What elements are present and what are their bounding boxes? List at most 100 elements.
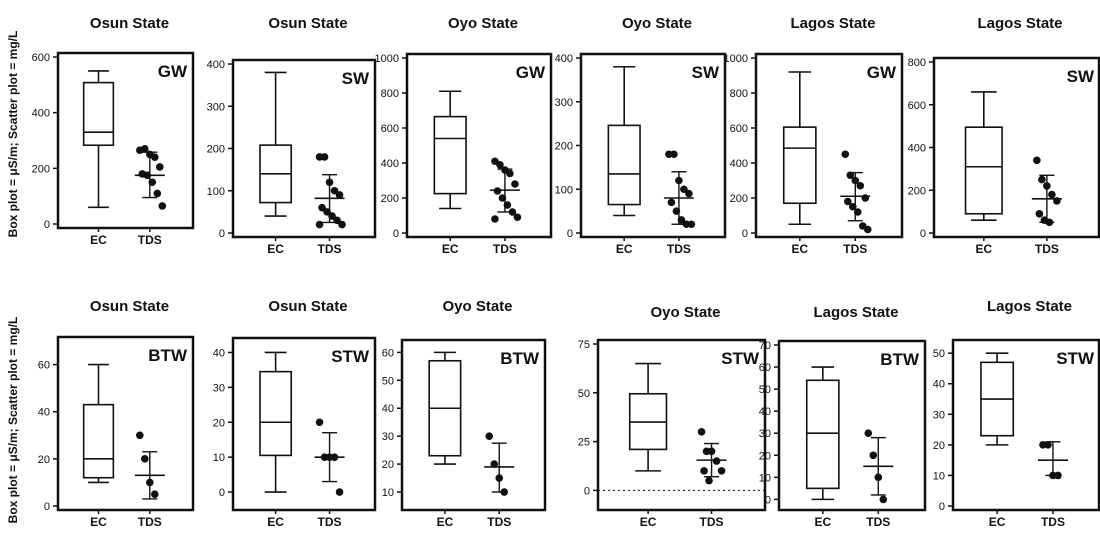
water-type-tag: GW — [158, 62, 188, 81]
scatter-point — [869, 451, 878, 460]
x-tick-label: TDS — [1035, 242, 1059, 256]
y-tick-label: 300 — [207, 101, 225, 113]
y-tick-label: 0 — [219, 487, 225, 499]
y-tick-label: 10 — [933, 470, 945, 482]
x-tick-label: TDS — [318, 515, 342, 529]
y-tick-label: 200 — [908, 185, 926, 197]
scatter-point — [315, 220, 324, 229]
y-tick-label: 10 — [213, 452, 225, 464]
y-tick-label: 40 — [382, 403, 394, 415]
y-tick-label: 200 — [730, 193, 748, 205]
water-type-tag: BTW — [880, 350, 920, 369]
scatter-point — [338, 220, 346, 229]
scatter-point — [700, 467, 708, 475]
plot-frame — [596, 338, 767, 512]
x-tick-label: EC — [437, 515, 454, 529]
x-tick-label: EC — [442, 242, 459, 256]
water-type-tag: STW — [1056, 349, 1095, 368]
scatter-point — [485, 432, 494, 440]
panel-title: Oyo State — [650, 304, 720, 321]
y-tick-label: 50 — [759, 384, 771, 396]
y-tick-label: 400 — [908, 143, 926, 155]
box-iqr — [782, 126, 817, 205]
plot-frame — [56, 51, 195, 230]
y-tick-label: 30 — [213, 382, 225, 394]
water-type-tag: SW — [342, 69, 370, 88]
x-tick-label: TDS — [843, 242, 867, 256]
y-tick-label: 600 — [730, 123, 748, 135]
x-tick-label: EC — [989, 515, 1006, 529]
y-tick-label: 0 — [920, 228, 926, 240]
y-tick-label: 1000 — [724, 53, 748, 65]
scatter-point — [511, 180, 519, 188]
chart-panel-10: Oyo State STW 0 25 50 75 EC TDS — [578, 304, 767, 529]
y-tick-label: 800 — [381, 88, 399, 100]
panel-title: Osun State — [268, 15, 347, 32]
chart-panel-8: Osun State STW 0 10 20 30 40 EC TDS — [213, 298, 377, 529]
y-tick-label: 1000 — [375, 53, 399, 65]
y-tick-label: 600 — [381, 123, 399, 135]
scatter-point — [861, 194, 870, 202]
scatter-point — [141, 455, 149, 463]
scatter-point — [705, 476, 713, 485]
plot-frame — [231, 336, 377, 512]
y-tick-label: 40 — [213, 347, 225, 359]
chart-panel-4: Oyo State SW 0 100 200 300 400 EC TDS — [555, 15, 727, 256]
y-tick-label: 30 — [759, 428, 771, 440]
chart-panel-3: Oyo State GW 0 200 400 600 800 1000 EC TDS — [375, 15, 553, 256]
scatter-point — [1038, 175, 1046, 184]
y-tick-label: 400 — [555, 53, 573, 65]
y-tick-label: 20 — [759, 450, 771, 462]
scatter-point — [856, 181, 865, 190]
scatter-point — [687, 220, 696, 229]
plot-frame — [754, 52, 904, 239]
water-type-tag: STW — [331, 347, 370, 366]
y-tick-label: 0 — [44, 501, 50, 513]
y-tick-label: 60 — [759, 362, 771, 374]
box-iqr — [964, 126, 1003, 215]
x-tick-label: TDS — [493, 242, 517, 256]
x-tick-label: EC — [975, 242, 992, 256]
y-tick-label: 100 — [207, 186, 225, 198]
x-tick-label: TDS — [667, 242, 691, 256]
x-tick-label: EC — [814, 515, 831, 529]
x-tick-label: TDS — [1041, 515, 1065, 529]
scatter-point — [846, 171, 855, 180]
chart-panel-6: Lagos State SW 0 200 400 600 800 EC TDS — [908, 15, 1100, 256]
scatter-point — [1044, 441, 1052, 449]
scatter-point — [712, 457, 721, 465]
scatter-point — [151, 153, 159, 161]
scatter-point — [493, 187, 502, 195]
y-tick-label: 0 — [765, 494, 771, 506]
scatter-point — [491, 215, 499, 223]
water-type-tag: GW — [867, 63, 897, 82]
y-tick-label: 20 — [213, 417, 225, 429]
y-tick-label: 40 — [933, 379, 945, 391]
scatter-point — [843, 197, 852, 206]
box-iqr — [82, 81, 115, 147]
x-tick-label: TDS — [487, 515, 511, 529]
scatter-point — [335, 191, 344, 199]
box-iqr — [607, 124, 641, 206]
y-tick-label: 800 — [908, 57, 926, 69]
scatter-point — [320, 153, 329, 161]
water-type-tag: BTW — [148, 346, 188, 365]
y-tick-label: 10 — [759, 472, 771, 484]
panel-title: Lagos State — [813, 304, 898, 321]
x-tick-label: TDS — [700, 515, 724, 529]
box-iqr — [433, 115, 467, 195]
x-tick-label: EC — [90, 515, 107, 529]
x-tick-label: EC — [90, 233, 107, 247]
x-tick-label: EC — [791, 242, 808, 256]
scatter-point — [863, 225, 872, 234]
chart-panel-7: Osun State BTW 0 20 40 60 EC TDS — [38, 298, 195, 529]
scatter-point — [318, 203, 326, 212]
y-tick-label: 0 — [44, 219, 50, 231]
scatter-point — [136, 431, 144, 440]
scatter-point — [841, 150, 850, 159]
x-tick-label: EC — [267, 515, 284, 529]
scatter-point — [141, 145, 149, 153]
y-tick-label: 70 — [759, 340, 771, 352]
chart-panel-2: Osun State SW 0 100 200 300 400 EC TDS — [207, 15, 377, 256]
